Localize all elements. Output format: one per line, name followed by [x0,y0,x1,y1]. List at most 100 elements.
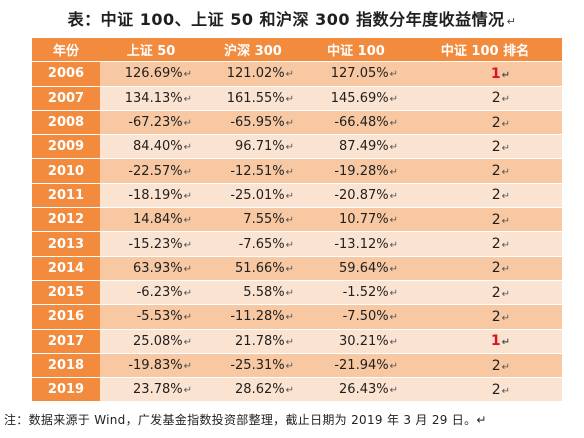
sz50-cell: -67.23%↵ [100,110,202,136]
paragraph-mark-icon: ↵ [183,69,192,81]
hs300-cell: -7.65%↵ [202,231,304,257]
sz50-cell-value: -5.53% [136,309,183,325]
hs300-cell: 21.78%↵ [202,329,304,354]
rank-cell-value: 2 [491,381,501,398]
paragraph-mark-icon: ↵ [389,215,398,227]
zz100-cell-value: -13.12% [334,236,389,252]
sz50-cell: -15.23%↵ [100,231,202,257]
paragraph-mark-icon: ↵ [389,312,398,324]
rank-cell-value: 2 [491,187,501,204]
paragraph-mark-icon: ↵ [389,288,398,300]
rank-cell: 2↵ [408,134,562,160]
year-cell: 2010 [32,158,100,184]
sz50-cell: -5.53%↵ [100,304,202,330]
paragraph-mark-icon: ↵ [285,312,294,324]
paragraph-mark-icon: ↵ [501,240,510,252]
paragraph-mark-icon: ↵ [285,69,294,81]
paragraph-mark-icon: ↵ [285,118,294,130]
paragraph-mark-icon: ↵ [183,288,192,300]
sz50-cell: 14.84%↵ [100,207,202,233]
year-cell: 2007 [32,86,100,111]
sz50-cell-value: 134.13% [124,90,183,106]
table-title-text: 表：中证 100、上证 50 和沪深 300 指数分年度收益情况 [67,10,505,29]
paragraph-mark-icon: ↵ [285,239,294,251]
paragraph-mark-icon: ↵ [183,239,192,251]
paragraph-mark-icon: ↵ [183,385,192,397]
hs300-cell: 96.71%↵ [202,134,304,160]
zz100-cell-value: -20.87% [334,187,389,203]
sz50-cell-value: -18.19% [128,187,183,203]
sz50-cell-value: 25.08% [133,333,183,349]
hs300-cell-value: -7.65% [238,236,285,252]
paragraph-mark-icon: ↵ [501,142,510,154]
header-rank: 中证 100 排名 [408,38,562,63]
paragraph-mark-icon: ↵ [501,191,510,203]
zz100-cell-value: 127.05% [330,66,389,82]
paragraph-mark-icon: ↵ [285,215,294,227]
hs300-cell-value: 51.66% [235,260,285,276]
paragraph-mark-icon: ↵ [285,166,294,178]
paragraph-mark-icon: ↵ [389,361,398,372]
zz100-cell: -20.87%↵ [304,183,408,209]
header-hs300: 沪深 300 [202,38,304,63]
rank-cell-value: 2 [491,308,501,325]
paragraph-mark-icon: ↵ [501,94,510,106]
paragraph-mark-icon: ↵ [501,385,510,397]
table-row: 2011 -18.19%↵ -25.01%↵ -20.87%↵ 2↵ [32,183,562,209]
sz50-cell-value: 84.40% [133,139,183,155]
year-cell: 2008 [32,110,100,136]
zz100-cell: -7.50%↵ [304,304,408,330]
hs300-cell-value: -12.51% [230,163,285,179]
zz100-cell-value: 87.49% [339,139,389,155]
paragraph-mark-icon: ↵ [285,361,294,372]
hs300-cell-value: 28.62% [235,382,285,398]
paragraph-mark-icon: ↵ [501,215,510,227]
rank-cell: 2↵ [408,207,562,233]
sz50-cell-value: 23.78% [133,382,183,398]
hs300-cell-value: -25.31% [230,358,285,373]
hs300-cell-value: 5.58% [243,285,285,301]
paragraph-mark-icon: ↵ [501,288,510,300]
table-body: 2006 126.69%↵ 121.02%↵ 127.05%↵ 1↵ 2007 134.13… [32,61,562,403]
table-row: 2009 84.40%↵ 96.71%↵ 87.49%↵ 2↵ [32,134,562,160]
zz100-cell-value: -7.50% [342,309,389,325]
zz100-cell-value: 59.64% [339,260,389,276]
year-cell-value: 2014 [47,260,85,276]
hs300-cell-value: 96.71% [235,139,285,155]
table-title: 表：中证 100、上证 50 和沪深 300 指数分年度收益情况 ↵ [0,6,584,30]
sz50-cell: 134.13%↵ [100,86,202,111]
paragraph-mark-icon: ↵ [389,142,398,154]
rank-cell: 2↵ [408,280,562,306]
rank-cell: 1↵ [408,329,562,354]
year-cell: 2006 [32,61,100,87]
table-row: 2019 23.78%↵ 28.62%↵ 26.43%↵ 2↵ [32,377,562,403]
year-cell-value: 2015 [47,285,85,301]
zz100-cell: 145.69%↵ [304,86,408,111]
rank-cell-value: 2 [491,357,501,374]
paragraph-mark-icon: ↵ [389,239,398,251]
hs300-cell-value: -25.01% [230,187,285,203]
header-zz100: 中证 100 [304,38,408,63]
paragraph-mark-icon: ↵ [501,118,510,130]
hs300-cell: 121.02%↵ [202,61,304,87]
rank-cell-value: 1 [490,65,501,82]
rank-cell: 2↵ [408,110,562,136]
paragraph-mark-icon: ↵ [183,312,192,324]
hs300-cell: 51.66%↵ [202,256,304,281]
paragraph-mark-icon: ↵ [183,93,192,105]
year-cell-value: 2010 [47,163,85,179]
paragraph-mark-icon: ↵ [506,15,517,28]
zz100-cell: 59.64%↵ [304,256,408,281]
rank-cell-value: 2 [491,284,501,301]
paragraph-mark-icon: ↵ [389,69,398,81]
returns-table: 年份 上证 50 沪深 300 中证 100 中证 100 排名 2006 126… [32,38,562,403]
rank-cell: 2↵ [408,183,562,209]
table-row: 2007 134.13%↵ 161.55%↵ 145.69%↵ 2↵ [32,86,562,111]
year-cell: 2014 [32,256,100,281]
hs300-cell-value: 121.02% [226,66,285,82]
paragraph-mark-icon: ↵ [285,288,294,300]
paragraph-mark-icon: ↵ [501,264,510,276]
hs300-cell: 161.55%↵ [202,86,304,111]
paragraph-mark-icon: ↵ [183,118,192,130]
rank-cell: 2↵ [408,304,562,330]
